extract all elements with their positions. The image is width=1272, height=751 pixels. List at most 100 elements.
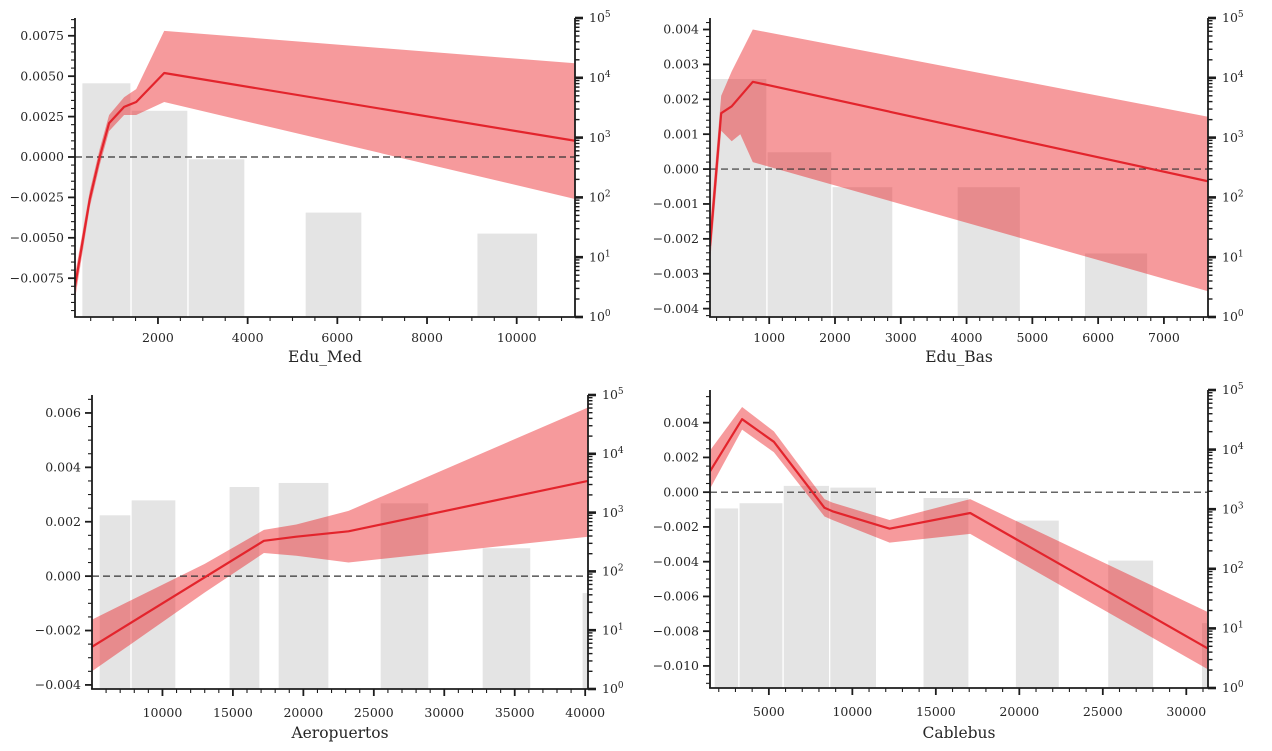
- edu-bas-log-tick-label: 104: [1222, 70, 1244, 85]
- edu-med-histogram-bars: [81, 81, 539, 317]
- aeropuertos-xtick-label: 10000: [143, 705, 183, 720]
- edu-med-hist-bar: [130, 109, 189, 317]
- edu-bas-xtick-label: 4000: [951, 330, 983, 345]
- edu-med-hist-bar: [304, 211, 363, 317]
- edu-med-axis-label: Edu_Med: [288, 348, 362, 366]
- aeropuertos-ytick-label: 0.006: [45, 405, 81, 420]
- cablebus-log-tick-label: 103: [1222, 501, 1244, 516]
- chart-cablebus: 0.004 0.002 0.000 −0.002 −0.004 −0.006 −0.008 −…: [653, 382, 1244, 742]
- cablebus-xtick-label: 20000: [999, 704, 1039, 719]
- edu-med-ytick-label: 0.0000: [20, 149, 64, 164]
- edu-med-ytick-label: 0.0075: [20, 28, 64, 43]
- edu-med-log-tick-label: 102: [589, 190, 611, 205]
- edu-bas-xtick-label: 3000: [885, 330, 917, 345]
- edu-bas-ytick-label: 0.004: [663, 22, 699, 37]
- cablebus-ytick-label: 0.004: [663, 415, 699, 430]
- aeropuertos-log-tick-label: 101: [602, 622, 624, 637]
- aeropuertos-ytick-label: 0.004: [45, 460, 81, 475]
- cablebus-log-tick-label: 105: [1222, 382, 1244, 397]
- edu-med-ytick-label: −0.0075: [10, 270, 64, 285]
- aeropuertos-hist-bar: [379, 502, 430, 689]
- cablebus-ytick-label: 0.002: [663, 450, 699, 465]
- aeropuertos-confidence-band: [92, 407, 588, 672]
- edu-bas-log-tick-label: 100: [1222, 309, 1244, 324]
- aeropuertos-ytick-label: −0.002: [35, 623, 81, 638]
- edu-med-log-tick-label: 101: [589, 249, 611, 264]
- cablebus-hist-bar: [1200, 621, 1208, 688]
- edu-med-xtick-label: 4000: [232, 330, 264, 345]
- cablebus-hist-bar: [782, 484, 831, 688]
- cablebus-hist-bar: [1014, 519, 1061, 688]
- aeropuertos-ytick-label: 0.000: [45, 568, 81, 583]
- cablebus-ytick-label: −0.006: [653, 589, 699, 604]
- cablebus-log-tick-label: 104: [1222, 442, 1244, 457]
- aeropuertos-hist-bar: [228, 485, 261, 689]
- aeropuertos-xtick-label: 35000: [495, 705, 535, 720]
- edu-bas-ytick-label: −0.002: [653, 231, 699, 246]
- edu-bas-effect-line: [710, 80, 1208, 246]
- edu-med-ytick-label: 0.0025: [20, 109, 64, 124]
- cablebus-log-tick-label: 102: [1222, 561, 1244, 576]
- chart-edu-bas: 0.004 0.003 0.002 0.001 0.000 −0.001 −0.002 −0.…: [653, 10, 1244, 366]
- edu-bas-xtick-label: 6000: [1082, 330, 1114, 345]
- aeropuertos-xtick-label: 30000: [424, 705, 464, 720]
- aeropuertos-histogram-bars: [98, 481, 588, 689]
- edu-med-hist-bar: [476, 232, 539, 317]
- edu-bas-hist-bar: [1083, 252, 1149, 317]
- aeropuertos-log-tick-label: 100: [602, 681, 624, 696]
- cablebus-ytick-label: −0.010: [653, 658, 699, 673]
- cablebus-ytick-label: −0.004: [653, 554, 699, 569]
- aeropuertos-effect-line: [92, 479, 588, 648]
- aeropuertos-hist-bar: [581, 591, 588, 689]
- edu-bas-xtick-label: 7000: [1148, 330, 1180, 345]
- edu-bas-hist-bar: [710, 77, 768, 317]
- edu-med-ytick-label: −0.0050: [10, 230, 64, 245]
- aeropuertos-xtick-label: 25000: [354, 705, 394, 720]
- aeropuertos-xtick-label: 15000: [213, 705, 253, 720]
- chart-aeropuertos: 0.006 0.004 0.002 0.000 −0.002 −0.004 10000 150…: [35, 387, 624, 742]
- aeropuertos-xtick-label: 40000: [565, 705, 605, 720]
- edu-bas-ytick-label: −0.001: [653, 196, 699, 211]
- edu-med-effect-line: [75, 71, 575, 287]
- aeropuertos-hist-bar: [277, 481, 330, 689]
- edu-bas-confidence-band: [710, 29, 1208, 292]
- cablebus-xtick-label: 5000: [753, 704, 785, 719]
- edu-bas-ytick-label: −0.004: [653, 301, 699, 316]
- edu-med-xtick-label: 6000: [321, 330, 353, 345]
- edu-med-confidence-band: [75, 30, 575, 300]
- cablebus-hist-bar: [738, 501, 784, 688]
- edu-bas-log-tick-label: 102: [1222, 190, 1244, 205]
- cablebus-ytick-label: −0.008: [653, 623, 699, 638]
- cablebus-effect-line: [710, 418, 1208, 650]
- edu-med-hist-bar: [187, 157, 246, 317]
- edu-bas-xtick-label: 2000: [819, 330, 851, 345]
- cablebus-hist-bar: [829, 486, 878, 688]
- edu-bas-log-tick-label: 101: [1222, 249, 1244, 264]
- edu-med-log-tick-label: 100: [589, 309, 611, 324]
- cablebus-log-tick-label: 100: [1222, 680, 1244, 695]
- cablebus-xtick-label: 10000: [832, 704, 872, 719]
- edu-med-log-tick-label: 105: [589, 10, 611, 25]
- aeropuertos-ytick-label: 0.002: [45, 514, 81, 529]
- edu-bas-xtick-label: 5000: [1016, 330, 1048, 345]
- cablebus-ytick-label: −0.002: [653, 519, 699, 534]
- aeropuertos-log-tick-label: 103: [602, 505, 624, 520]
- aeropuertos-axis-label: Aeropuertos: [290, 724, 388, 742]
- edu-bas-log-tick-label: 105: [1222, 10, 1244, 25]
- edu-med-xtick-label: 8000: [411, 330, 443, 345]
- cablebus-hist-bar: [1106, 559, 1155, 688]
- edu-med-xtick-label: 2000: [142, 330, 174, 345]
- cablebus-axis-label: Cablebus: [922, 724, 995, 742]
- aeropuertos-ytick-label: −0.004: [35, 677, 81, 692]
- edu-bas-ytick-label: 0.000: [663, 161, 699, 176]
- aeropuertos-hist-bar: [481, 546, 532, 689]
- edu-bas-axis-label: Edu_Bas: [925, 348, 993, 366]
- edu-med-xtick-label: 10000: [497, 330, 537, 345]
- cablebus-xtick-label: 15000: [916, 704, 956, 719]
- cablebus-ytick-label: 0.000: [663, 484, 699, 499]
- edu-bas-ytick-label: 0.003: [663, 57, 699, 72]
- cablebus-confidence-band: [710, 407, 1208, 670]
- edu-med-log-tick-label: 103: [589, 130, 611, 145]
